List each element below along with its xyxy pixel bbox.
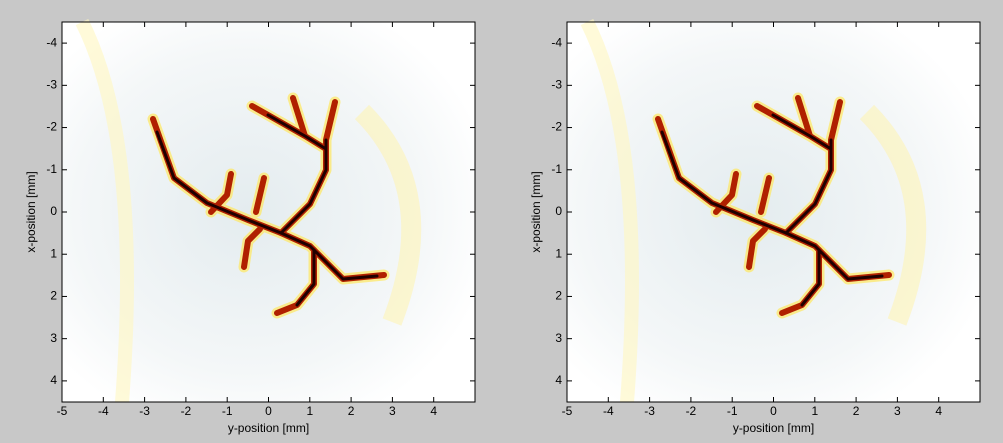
x-tick-label: 2 (348, 404, 355, 418)
y-tick-label: -4 (46, 35, 57, 49)
x-tick-label: -5 (562, 404, 573, 418)
x-tick-label: -2 (686, 404, 697, 418)
y-tick-label: 0 (50, 204, 57, 218)
image-left (62, 22, 475, 402)
x-tick-label: 0 (770, 404, 777, 418)
x-tick-label: 1 (306, 404, 313, 418)
x-tick-label: -3 (644, 404, 655, 418)
y-tick-label: -2 (551, 120, 562, 134)
x-tick-label: 4 (935, 404, 942, 418)
x-tick-label: 2 (853, 404, 860, 418)
x-tick-label: 3 (894, 404, 901, 418)
x-tick-label: 4 (430, 404, 437, 418)
x-tick-label: -1 (727, 404, 738, 418)
x-tick-label: -5 (57, 404, 68, 418)
y-tick-label: 3 (555, 331, 562, 345)
x-axis-label: y-position [mm] (733, 421, 814, 435)
x-tick-label: -2 (181, 404, 192, 418)
y-tick-label: 4 (555, 373, 562, 387)
y-tick-label: 0 (555, 204, 562, 218)
x-tick-label: 3 (389, 404, 396, 418)
x-tick-label: -3 (139, 404, 150, 418)
y-tick-label: 3 (50, 331, 57, 345)
y-tick-label: 2 (555, 289, 562, 303)
image-right (567, 22, 980, 402)
y-axis-label: x-position [mm] (24, 171, 38, 252)
y-axis-label: x-position [mm] (529, 171, 543, 252)
y-tick-label: -1 (551, 162, 562, 176)
y-tick-label: -1 (46, 162, 57, 176)
x-tick-label: -4 (603, 404, 614, 418)
y-tick-label: -3 (551, 78, 562, 92)
y-tick-label: -2 (46, 120, 57, 134)
y-tick-label: 4 (50, 373, 57, 387)
x-tick-label: 0 (265, 404, 272, 418)
x-tick-label: -4 (98, 404, 109, 418)
y-tick-label: 1 (555, 246, 562, 260)
x-axis-label: y-position [mm] (228, 421, 309, 435)
y-tick-label: -4 (551, 35, 562, 49)
y-tick-label: -3 (46, 78, 57, 92)
x-tick-label: -1 (222, 404, 233, 418)
x-tick-label: 1 (811, 404, 818, 418)
y-tick-label: 2 (50, 289, 57, 303)
y-tick-label: 1 (50, 246, 57, 260)
